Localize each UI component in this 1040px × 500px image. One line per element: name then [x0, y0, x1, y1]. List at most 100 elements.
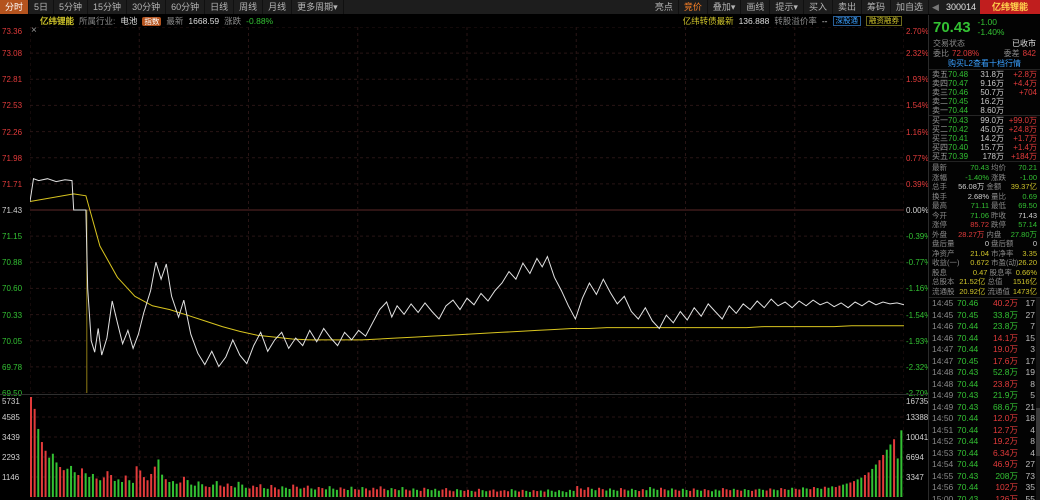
order-book-row[interactable]: 卖一 70.44 8.60万 — [929, 106, 1040, 116]
period-tab[interactable]: 5日 — [29, 0, 55, 14]
level2-link[interactable]: 购买L2查看十档行情 — [948, 59, 1021, 68]
stat-value: -1.00 — [1019, 172, 1037, 182]
shenzhen-connect-tag[interactable]: 深股通 — [832, 16, 861, 26]
period-tab[interactable]: 更多周期▾ — [292, 0, 344, 14]
tick-row[interactable]: 14:47 70.44 19.0万 3 — [929, 344, 1040, 356]
tick-row[interactable]: 14:55 70.43 208万 73 — [929, 471, 1040, 483]
tick-row[interactable]: 14:49 70.43 68.6万 21 — [929, 402, 1040, 414]
order-book-row[interactable]: 买三 70.41 14.2万 +1.7万 — [929, 134, 1040, 143]
toolbar-action[interactable]: 卖出 — [833, 0, 862, 14]
tick-row[interactable]: 14:51 70.44 12.7万 4 — [929, 425, 1040, 437]
price-change-pct: -1.40% — [977, 27, 1005, 37]
period-tab[interactable]: 周线 — [234, 0, 264, 14]
stat-value: 0.47 — [972, 267, 988, 277]
volume-bar — [339, 487, 342, 497]
tick-row[interactable]: 14:49 70.43 21.9万 5 — [929, 390, 1040, 402]
volume-bar — [488, 490, 491, 497]
order-book-row[interactable]: 买二 70.42 45.0万 +24.8万 — [929, 125, 1040, 134]
tick-price: 70.44 — [957, 413, 979, 423]
tick-row[interactable]: 14:53 70.44 6.34万 4 — [929, 448, 1040, 460]
volume-chart[interactable] — [30, 397, 904, 497]
tick-list[interactable]: 14:45 70.46 40.2万 17 14:45 70.45 33.8万 27 14:46 7… — [929, 297, 1040, 500]
volume-bar — [583, 489, 586, 497]
volume-bar — [601, 489, 604, 497]
volume-bar — [751, 490, 754, 497]
bond-link[interactable]: 亿纬转债最新 — [682, 16, 734, 26]
scrollbar-thumb[interactable] — [1036, 408, 1040, 456]
volume-bar — [550, 490, 553, 497]
volume-bar — [889, 444, 892, 497]
tick-row[interactable]: 14:48 70.44 23.8万 8 — [929, 379, 1040, 391]
toolbar-action[interactable]: 提示▾ — [770, 0, 804, 14]
period-tab[interactable]: 日线 — [205, 0, 235, 14]
trade-status-label: 交易状态 — [933, 39, 965, 48]
volume-bar — [638, 491, 641, 497]
volume-bar — [59, 466, 62, 497]
tick-row[interactable]: 14:46 70.44 23.8万 7 — [929, 321, 1040, 333]
period-tab[interactable]: 月线 — [263, 0, 293, 14]
volume-bar — [456, 489, 459, 497]
tick-price: 70.44 — [957, 344, 979, 354]
scrollbar[interactable] — [1036, 298, 1040, 500]
period-tab[interactable]: 30分钟 — [127, 0, 167, 14]
chevron-left-icon[interactable]: ◀ — [932, 2, 939, 12]
price-chart[interactable] — [30, 27, 904, 393]
tick-row[interactable]: 15:00 70.43 126万 55 — [929, 494, 1040, 500]
tick-row[interactable]: 14:54 70.44 46.9万 27 — [929, 459, 1040, 471]
tick-row[interactable]: 14:45 70.46 40.2万 17 — [929, 298, 1040, 310]
last-price: 70.43 — [933, 18, 971, 36]
order-book-row[interactable]: 卖二 70.45 16.2万 — [929, 97, 1040, 106]
tick-row[interactable]: 14:56 70.44 102万 35 — [929, 482, 1040, 494]
tick-volume: 6.34万 — [992, 447, 1018, 458]
volume-bar — [95, 478, 98, 497]
volume-bar — [317, 487, 320, 497]
toolbar-action[interactable]: 买入 — [804, 0, 833, 14]
order-book-row[interactable]: 买一 70.43 99.0万 +99.0万 — [929, 116, 1040, 125]
volume-bar — [499, 490, 502, 497]
tick-row[interactable]: 14:45 70.45 33.8万 27 — [929, 310, 1040, 322]
tick-count: 4 — [1030, 447, 1035, 458]
order-book-row[interactable]: 买五 70.39 178万 +184万 — [929, 152, 1040, 161]
toolbar-action[interactable]: 画线 — [741, 0, 771, 14]
toolbar-action[interactable]: 筹码 — [862, 0, 891, 14]
toolbar-action[interactable]: 叠加▾ — [708, 0, 742, 14]
order-book-row[interactable]: 卖三 70.46 50.7万 +704 — [929, 88, 1040, 97]
tick-count: 35 — [1025, 482, 1035, 492]
industry-link[interactable]: 电池 — [120, 16, 138, 26]
volume-bar — [561, 491, 564, 497]
volume-bar — [186, 480, 189, 497]
order-price: 70.47 — [948, 79, 969, 88]
volume-bar — [390, 488, 393, 497]
period-tab[interactable]: 5分钟 — [54, 0, 89, 14]
period-tab[interactable]: 60分钟 — [166, 0, 206, 14]
close-icon[interactable]: × — [31, 25, 37, 36]
volume-bar — [579, 488, 582, 497]
tick-row[interactable]: 14:52 70.44 19.2万 8 — [929, 436, 1040, 448]
period-tab[interactable]: 15分钟 — [88, 0, 128, 14]
toolbar-action[interactable]: 加自选 — [891, 0, 930, 14]
tick-row[interactable]: 14:48 70.43 52.8万 19 — [929, 367, 1040, 379]
volume-bar — [539, 490, 542, 497]
tick-row[interactable]: 14:50 70.44 12.0万 18 — [929, 413, 1040, 425]
tick-row[interactable]: 14:47 70.45 17.6万 17 — [929, 356, 1040, 368]
stock-selector[interactable]: ◀ 300014 亿纬锂能 — [929, 0, 1040, 14]
order-book-row[interactable]: 买四 70.40 15.7万 +1.4万 — [929, 143, 1040, 152]
order-book-row[interactable]: 卖四 70.47 9.16万 +4.4万 — [929, 79, 1040, 88]
volume-bar — [543, 491, 546, 497]
toolbar-action[interactable]: 竞价 — [679, 0, 708, 14]
stat-value: 85.72 — [970, 220, 989, 229]
order-delta: +99.0万 — [1008, 116, 1037, 125]
price-axis-left: 73.36 73.08 72.81 72.53 72.26 71.98 71.71 71.43… — [2, 27, 29, 398]
volume-bar — [365, 488, 368, 497]
tick-time: 14:46 — [932, 321, 954, 331]
index-badge[interactable]: 指数 — [142, 16, 162, 26]
tick-row[interactable]: 14:46 70.44 14.1万 15 — [929, 333, 1040, 345]
volume-bar — [834, 487, 837, 497]
industry-label: 所属行业: — [79, 16, 116, 26]
stat-label: 最低 — [991, 201, 1006, 210]
period-tab[interactable]: 分时 — [0, 0, 30, 14]
order-book-row[interactable]: 卖五 70.48 31.8万 +2.8万 — [929, 70, 1040, 79]
order-price: 70.42 — [948, 125, 969, 134]
toolbar-action[interactable]: 亮点 — [650, 0, 679, 14]
margin-trading-tag[interactable]: 融资融券 — [866, 16, 902, 26]
